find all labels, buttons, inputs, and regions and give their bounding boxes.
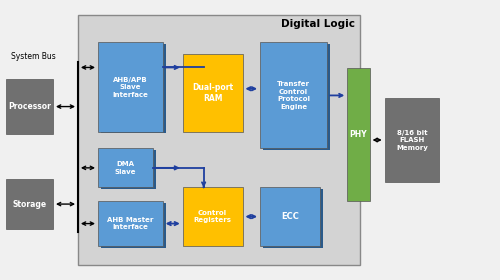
FancyBboxPatch shape <box>101 150 156 189</box>
FancyBboxPatch shape <box>384 98 440 182</box>
Text: Dual-port
RAM: Dual-port RAM <box>192 83 233 103</box>
FancyBboxPatch shape <box>6 79 53 134</box>
Text: Processor: Processor <box>8 102 51 111</box>
FancyBboxPatch shape <box>260 43 328 148</box>
Text: System Bus: System Bus <box>10 52 56 61</box>
FancyBboxPatch shape <box>98 201 162 246</box>
FancyBboxPatch shape <box>6 179 53 229</box>
FancyBboxPatch shape <box>182 187 242 246</box>
FancyBboxPatch shape <box>98 148 153 187</box>
Text: Storage: Storage <box>12 200 46 209</box>
Text: Control
Registers: Control Registers <box>194 210 232 223</box>
Text: 8/16 bit
FLASH
Memory: 8/16 bit FLASH Memory <box>396 130 428 151</box>
FancyBboxPatch shape <box>78 15 360 265</box>
FancyBboxPatch shape <box>263 189 323 248</box>
FancyBboxPatch shape <box>98 43 162 132</box>
Text: Digital Logic: Digital Logic <box>280 19 354 29</box>
Text: AHB Master
Interface: AHB Master Interface <box>107 217 154 230</box>
Text: AHB/APB
Slave
Interface: AHB/APB Slave Interface <box>112 76 148 97</box>
FancyBboxPatch shape <box>263 44 330 150</box>
FancyBboxPatch shape <box>347 67 370 201</box>
FancyBboxPatch shape <box>182 54 242 132</box>
Text: DMA
Slave: DMA Slave <box>114 161 136 175</box>
FancyBboxPatch shape <box>101 203 166 248</box>
FancyBboxPatch shape <box>101 44 166 133</box>
FancyBboxPatch shape <box>260 187 320 246</box>
Text: PHY: PHY <box>350 130 368 139</box>
Text: ECC: ECC <box>281 212 299 221</box>
Text: Transfer
Control
Protocol
Engine: Transfer Control Protocol Engine <box>277 81 310 110</box>
